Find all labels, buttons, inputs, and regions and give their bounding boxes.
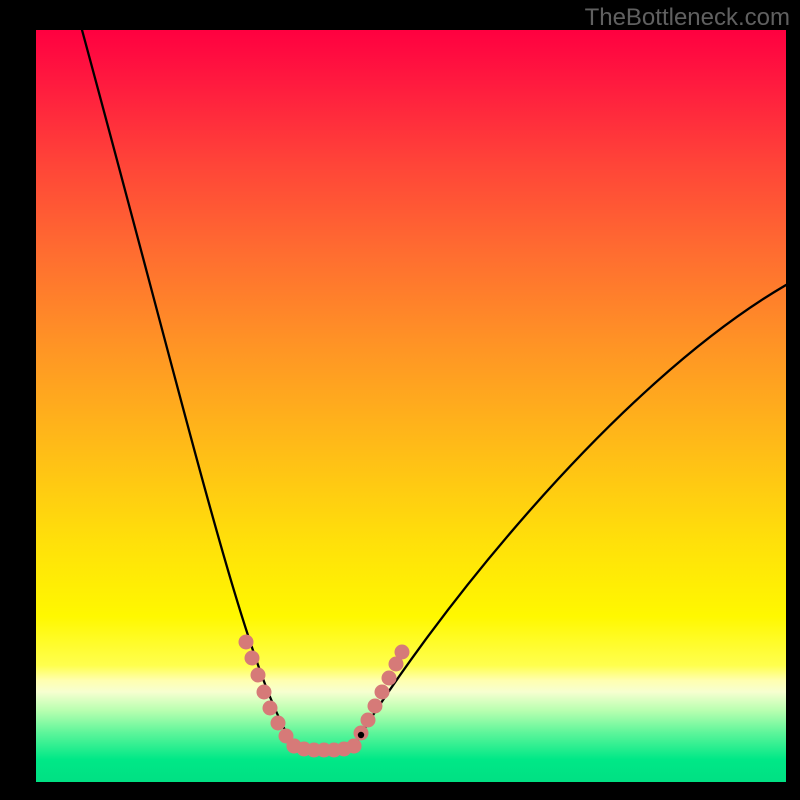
marker-dot-reference [358,732,364,738]
marker-dot-left [245,651,260,666]
chart-background-gradient [36,30,786,782]
marker-dot-right [382,671,397,686]
marker-dot-right [347,739,362,754]
marker-dot-left [257,685,272,700]
marker-dot-left [239,635,254,650]
marker-dot-left [263,701,278,716]
marker-dot-right [361,713,376,728]
marker-dot-right [395,645,410,660]
marker-dot-right [368,699,383,714]
marker-dot-left [271,716,286,731]
chart-svg [36,30,786,782]
chart-plot-area [36,30,786,782]
marker-dot-left [251,668,266,683]
watermark-text: TheBottleneck.com [585,4,790,32]
marker-dot-right [375,685,390,700]
